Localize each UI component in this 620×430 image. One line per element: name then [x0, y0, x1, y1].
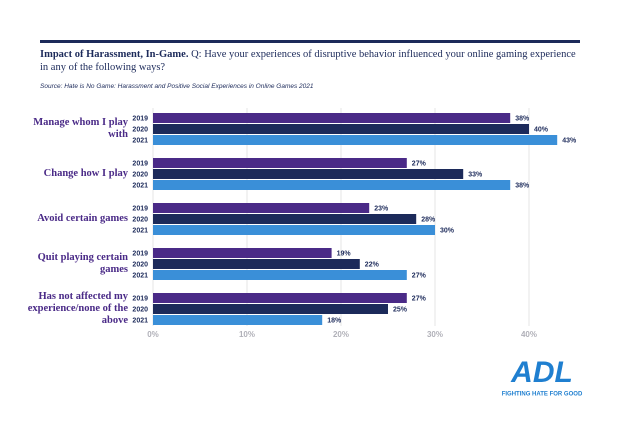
year-label: 2021 — [132, 227, 148, 234]
year-label: 2020 — [132, 126, 148, 133]
x-tick-label: 40% — [521, 330, 537, 339]
x-tick-label: 10% — [239, 330, 255, 339]
bar — [153, 113, 511, 123]
year-label: 2020 — [132, 171, 148, 178]
bar — [153, 270, 407, 280]
value-label: 27% — [412, 160, 427, 167]
value-label: 40% — [534, 126, 549, 133]
category-label: Avoid certain games — [37, 213, 128, 224]
bar — [153, 180, 511, 190]
value-label: 28% — [421, 216, 436, 223]
value-label: 23% — [374, 205, 389, 212]
value-label: 27% — [412, 272, 427, 279]
category-label: Change how I play — [43, 168, 128, 179]
x-tick-label: 20% — [333, 330, 349, 339]
top-rule — [40, 40, 580, 43]
year-label: 2019 — [132, 160, 148, 167]
year-label: 2020 — [132, 261, 148, 268]
bar — [153, 293, 407, 303]
value-label: 19% — [337, 250, 352, 257]
year-label: 2020 — [132, 306, 148, 313]
bar — [153, 203, 370, 213]
value-label: 43% — [562, 137, 577, 144]
source: Source: Hate is No Game: Harassment and … — [40, 83, 314, 90]
value-label: 25% — [393, 306, 408, 313]
year-label: 2021 — [132, 137, 148, 144]
logo-tagline: FIGHTING HATE FOR GOOD — [502, 392, 583, 398]
value-label: 33% — [468, 171, 483, 178]
value-label: 22% — [365, 261, 380, 268]
value-label: 30% — [440, 227, 455, 234]
bar — [153, 259, 360, 269]
bar — [153, 315, 323, 325]
year-label: 2021 — [132, 317, 148, 324]
question: Q: Have your experiences of disruptive b… — [40, 49, 576, 73]
bar — [153, 214, 417, 224]
value-label: 27% — [412, 295, 427, 302]
bar — [153, 248, 332, 258]
logo-text: ADL — [510, 356, 573, 389]
x-tick-label: 0% — [147, 330, 159, 339]
year-label: 2020 — [132, 216, 148, 223]
bar — [153, 304, 388, 314]
year-label: 2019 — [132, 250, 148, 257]
category-label: Quit playing certain games — [37, 252, 128, 275]
bar — [153, 225, 435, 235]
bar — [153, 158, 407, 168]
value-label: 38% — [515, 115, 530, 122]
year-label: 2019 — [132, 295, 148, 302]
value-label: 18% — [327, 317, 342, 324]
year-label: 2021 — [132, 182, 148, 189]
bar — [153, 135, 558, 145]
year-label: 2019 — [132, 115, 148, 122]
chart-title: Impact of Harassment, In-Game. — [40, 49, 189, 60]
x-tick-label: 30% — [427, 330, 443, 339]
category-label: Has not affected my experience/none of t… — [27, 291, 128, 326]
year-label: 2019 — [132, 205, 148, 212]
heading: Impact of Harassment, In-Game. Q: Have y… — [40, 48, 585, 74]
year-label: 2021 — [132, 272, 148, 279]
category-label: Manage whom I play with — [33, 117, 128, 140]
value-label: 38% — [515, 182, 530, 189]
bar — [153, 169, 464, 179]
bar — [153, 124, 529, 134]
